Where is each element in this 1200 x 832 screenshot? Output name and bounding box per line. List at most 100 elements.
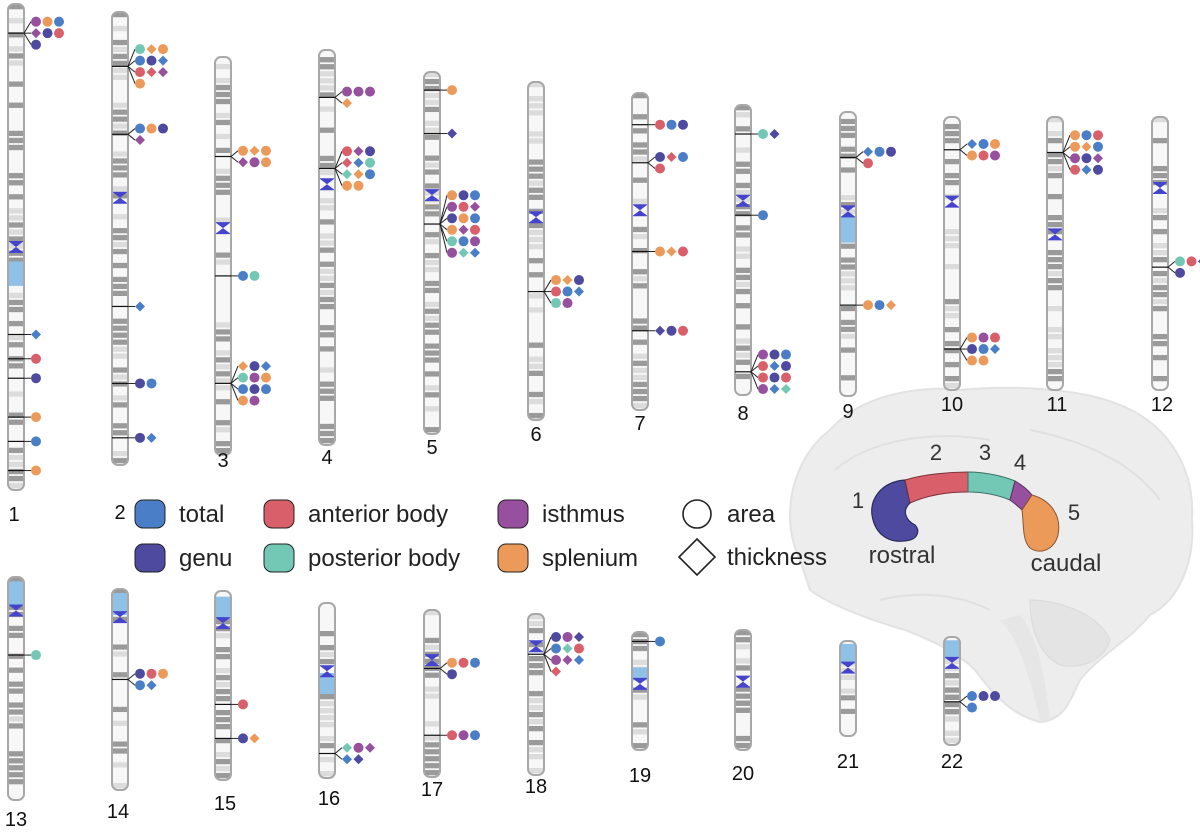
marker-splenium-thickness — [886, 300, 896, 311]
chromosome-11: 11 — [1046, 116, 1103, 416]
chromosome-band — [424, 134, 440, 140]
chromosome-band — [112, 451, 128, 457]
centromere — [1047, 228, 1063, 241]
marker-splenium-area — [261, 157, 271, 168]
locus-connector-line — [1167, 266, 1176, 274]
chromosome-band — [8, 681, 24, 687]
chromosome-band — [528, 229, 544, 236]
chromosome-band — [319, 736, 335, 742]
marker-genu-area — [458, 190, 469, 201]
chromosome-band — [944, 737, 960, 744]
chromosome-band — [319, 78, 335, 84]
chromosome-label: 18 — [525, 776, 547, 798]
chromosome-band — [215, 668, 231, 674]
chromosome-band — [735, 303, 751, 309]
chromosome-band — [8, 222, 24, 228]
marker-genu-area — [42, 28, 53, 39]
chromosome-bands — [632, 632, 648, 750]
chromosome-band — [424, 343, 440, 349]
chromosome-band — [944, 313, 960, 319]
chromosome-band — [1152, 376, 1168, 382]
chromosome-band — [632, 269, 648, 275]
chromosome-label: 7 — [634, 413, 645, 435]
chromosome-band — [632, 247, 648, 254]
marker-genu-thickness — [574, 632, 584, 642]
chromosome-band — [215, 647, 231, 653]
chromosome-band — [319, 261, 335, 267]
marker-anterior-body-area — [447, 730, 457, 741]
chromosome-band — [840, 125, 856, 132]
marker-splenium-thickness — [249, 145, 260, 156]
marker-genu-area — [551, 632, 561, 642]
centromere — [944, 656, 960, 669]
marker-total-area — [238, 384, 248, 395]
marker-isthmus-thickness — [1093, 153, 1103, 164]
chromosome-band — [424, 357, 440, 363]
marker-anterior-body-area — [1186, 256, 1197, 267]
chromosome-band — [8, 320, 24, 327]
marker-anterior-body-area — [574, 643, 584, 654]
cc-segment-number: 2 — [930, 440, 942, 465]
chromosome-band — [424, 72, 440, 78]
chromosome-bands — [528, 614, 544, 775]
chromosome-label: 5 — [426, 437, 437, 459]
heterochromatin-region — [944, 640, 960, 659]
chromosome-band — [528, 705, 544, 711]
marker-total-area — [470, 657, 480, 668]
marker-total-area — [135, 680, 145, 691]
centromere — [735, 675, 751, 688]
locus-connector-line — [1167, 261, 1176, 268]
heterochromatin-region — [840, 643, 856, 664]
chromosome-outline — [423, 609, 441, 778]
marker-splenium-area — [158, 44, 168, 55]
locus-connector-line — [750, 354, 759, 372]
chromosome-band — [1047, 362, 1063, 368]
marker-total-area — [1093, 141, 1103, 152]
chromosome-band — [424, 392, 440, 398]
chromosome-band — [112, 741, 128, 747]
marker-anterior-body-area — [551, 286, 561, 297]
chromosome-band — [319, 205, 335, 211]
chromosome-band — [528, 131, 544, 137]
chromosome-band — [424, 770, 440, 776]
locus-connector-line — [334, 753, 343, 760]
chromosome-band — [424, 315, 440, 321]
chromosome-band — [528, 621, 544, 627]
chromosome-bands — [215, 591, 231, 780]
chromosome-band — [632, 114, 648, 120]
chromosome-band — [632, 226, 648, 233]
chromosome-band — [632, 325, 648, 331]
chromosome-band — [944, 264, 960, 270]
legend-circle-icon — [682, 499, 712, 529]
chromosome-band — [528, 412, 544, 419]
chromosome-band — [215, 119, 231, 126]
locus-connector-line — [439, 223, 448, 253]
marker-splenium-thickness — [146, 44, 157, 55]
marker-isthmus-area — [562, 298, 573, 309]
marker-posterior-body-area — [135, 44, 145, 55]
chromosome-band — [944, 341, 960, 347]
marker-posterior-body-area — [31, 650, 41, 661]
chromosome-band — [8, 454, 24, 461]
chromosome-band — [735, 352, 751, 358]
locus-group — [215, 145, 271, 168]
chromosome-band — [1152, 215, 1168, 221]
chromosome-band — [840, 333, 856, 339]
chromosome-band — [735, 373, 751, 380]
centromere — [632, 204, 648, 217]
chromosome-band — [112, 60, 128, 67]
legend-label: anterior body — [308, 501, 448, 528]
chromosome-band — [735, 658, 751, 664]
heterochromatin-region — [8, 261, 24, 286]
chromosome-band — [215, 717, 231, 723]
chromosome-bands — [735, 630, 751, 750]
chromosome-band — [632, 339, 648, 345]
marker-total-thickness — [31, 329, 41, 340]
marker-total-area — [470, 190, 480, 201]
locus-group — [735, 210, 768, 221]
chromosome-band — [735, 225, 751, 231]
chromosome-band — [632, 142, 648, 148]
chromosome-band — [1047, 334, 1063, 340]
locus-connector-line — [230, 156, 239, 163]
chromosome-label: 8 — [737, 403, 748, 425]
